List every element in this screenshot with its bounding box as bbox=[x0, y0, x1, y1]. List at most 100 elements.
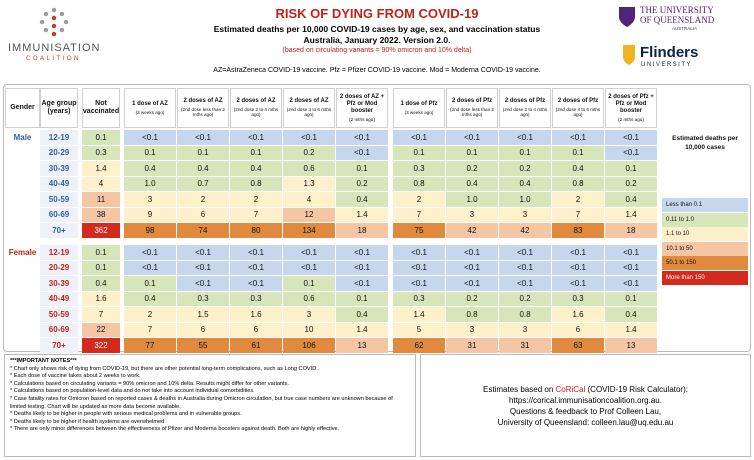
az-value: <0.1 bbox=[124, 245, 176, 260]
az-value: 0.4 bbox=[124, 291, 176, 306]
column-header: Gender bbox=[5, 88, 40, 128]
uq-crest bbox=[619, 7, 635, 27]
az-value: 0.6 bbox=[283, 291, 335, 306]
pfz-value: <0.1 bbox=[446, 276, 498, 291]
note: * Chart only shows risk of dying from CO… bbox=[10, 365, 318, 372]
column-header: 2 doses of AZ (2nd dose less than 2 mths … bbox=[177, 88, 229, 128]
logo-sub: COALITION bbox=[26, 56, 81, 62]
pfz-value: 0.2 bbox=[446, 291, 498, 306]
column-header: 2 doses of Pfz (2nd dose less than 2 mths… bbox=[446, 88, 498, 128]
subtitle: Australia, January 2022. Version 2.0. bbox=[303, 35, 451, 45]
notes-box: ***IMPORTANT NOTES*** * Chart only shows… bbox=[4, 354, 416, 457]
az-value: 6 bbox=[230, 322, 282, 337]
az-value: 0.1 bbox=[177, 145, 229, 160]
age-label: 20-29 bbox=[40, 260, 78, 275]
gender-label: Female bbox=[8, 248, 37, 258]
note: * Deaths likely to be higher if health s… bbox=[10, 418, 166, 425]
contact-email: University of Queensland: colleen.lau@uq… bbox=[497, 417, 674, 427]
az-value: 1.4 bbox=[336, 322, 388, 337]
pfz-value: 75 bbox=[393, 223, 445, 238]
age-label: 30-39 bbox=[40, 161, 78, 176]
pfz-value: <0.1 bbox=[499, 130, 551, 145]
age-label: 70+ bbox=[40, 223, 78, 238]
pfz-value: <0.1 bbox=[499, 260, 551, 275]
pfz-value: 1.4 bbox=[605, 207, 657, 222]
pfz-value: 0.1 bbox=[605, 291, 657, 306]
column-header: 1 dose of Pfz (3 weeks ago) bbox=[393, 88, 445, 128]
az-value: 4 bbox=[283, 192, 335, 207]
legend-item: More than 150 bbox=[662, 270, 748, 285]
pfz-value: 7 bbox=[552, 207, 604, 222]
column-title: 2 doses of Pfz bbox=[504, 98, 546, 105]
az-value: <0.1 bbox=[230, 276, 282, 291]
az-value: 77 bbox=[124, 338, 176, 353]
not-vaccinated-value: 1.4 bbox=[82, 161, 120, 176]
uq-text: OF QUEENSLAND bbox=[640, 15, 715, 25]
pfz-value: 0.3 bbox=[393, 291, 445, 306]
not-vaccinated-value: 362 bbox=[82, 223, 120, 238]
az-value: 134 bbox=[283, 223, 335, 238]
pfz-value: <0.1 bbox=[499, 245, 551, 260]
title: RISK OF DYING FROM COVID-19 bbox=[275, 6, 479, 21]
az-value: 0.1 bbox=[124, 276, 176, 291]
az-value: <0.1 bbox=[230, 245, 282, 260]
pfz-value: 0.4 bbox=[605, 192, 657, 207]
pfz-value: <0.1 bbox=[605, 276, 657, 291]
pfz-value: 0.8 bbox=[499, 307, 551, 322]
pfz-value: 13 bbox=[605, 338, 657, 353]
az-value: <0.1 bbox=[336, 260, 388, 275]
az-value: <0.1 bbox=[177, 260, 229, 275]
flinders-name: Flinders bbox=[640, 44, 699, 61]
az-value: 106 bbox=[283, 338, 335, 353]
pfz-value: 0.2 bbox=[446, 161, 498, 176]
column-header: Not vaccinated bbox=[82, 88, 120, 128]
pfz-value: 0.8 bbox=[446, 307, 498, 322]
column-title: 2 doses of AZ + Pfz or Mod booster bbox=[339, 94, 385, 114]
az-value: 1.0 bbox=[124, 176, 176, 191]
column-header: 1 dose of AZ (3 weeks ago) bbox=[124, 88, 176, 128]
az-value: 3 bbox=[283, 307, 335, 322]
pfz-value: <0.1 bbox=[446, 130, 498, 145]
not-vaccinated-value: 0.1 bbox=[82, 245, 120, 260]
az-value: <0.1 bbox=[124, 260, 176, 275]
az-value: 6 bbox=[177, 207, 229, 222]
pfz-value: <0.1 bbox=[605, 145, 657, 160]
column-subtitle: (2nd dose 2 to 4 mths ago) bbox=[502, 107, 548, 118]
pfz-value: 1.6 bbox=[552, 307, 604, 322]
pfz-value: <0.1 bbox=[393, 130, 445, 145]
pfz-value: <0.1 bbox=[605, 260, 657, 275]
column-header: 2 doses of AZ (2nd dose 4 to 6 mths ago) bbox=[283, 88, 335, 128]
az-value: 18 bbox=[336, 223, 388, 238]
pfz-value: 0.4 bbox=[499, 176, 551, 191]
legend-item: Less than 0.1 bbox=[662, 198, 748, 212]
pfz-value: 2 bbox=[393, 192, 445, 207]
age-label: 12-19 bbox=[40, 245, 78, 260]
not-vaccinated-value: 0.1 bbox=[82, 260, 120, 275]
age-label: 50-59 bbox=[40, 192, 78, 207]
pfz-value: 1.0 bbox=[499, 192, 551, 207]
not-vaccinated-value: 0.4 bbox=[82, 276, 120, 291]
column-subtitle: (2nd dose 4 to 6 mths ago) bbox=[555, 107, 601, 118]
pfz-value: 0.1 bbox=[605, 161, 657, 176]
pfz-value: 5 bbox=[393, 322, 445, 337]
column-title: 1 dose of Pfz bbox=[400, 100, 438, 107]
az-value: 1.5 bbox=[177, 307, 229, 322]
variants-note: (based on circulating variants = 90% omi… bbox=[282, 47, 472, 54]
pfz-value: 0.8 bbox=[552, 176, 604, 191]
pfz-value: <0.1 bbox=[605, 130, 657, 145]
column-subtitle: (2nd dose 2 to 4 mths ago) bbox=[233, 107, 279, 118]
az-value: 13 bbox=[336, 338, 388, 353]
note: * There are only minor differences betwe… bbox=[10, 426, 340, 433]
pfz-value: <0.1 bbox=[393, 276, 445, 291]
pfz-value: 83 bbox=[552, 223, 604, 238]
az-value: 7 bbox=[124, 322, 176, 337]
az-value: <0.1 bbox=[230, 260, 282, 275]
pfz-value: <0.1 bbox=[393, 260, 445, 275]
pfz-value: <0.1 bbox=[499, 276, 551, 291]
az-value: 0.2 bbox=[283, 145, 335, 160]
column-subtitle: (3 weeks ago) bbox=[404, 109, 434, 115]
logo-icon bbox=[39, 7, 69, 37]
pfz-value: 62 bbox=[393, 338, 445, 353]
age-label: 40-49 bbox=[40, 291, 78, 306]
